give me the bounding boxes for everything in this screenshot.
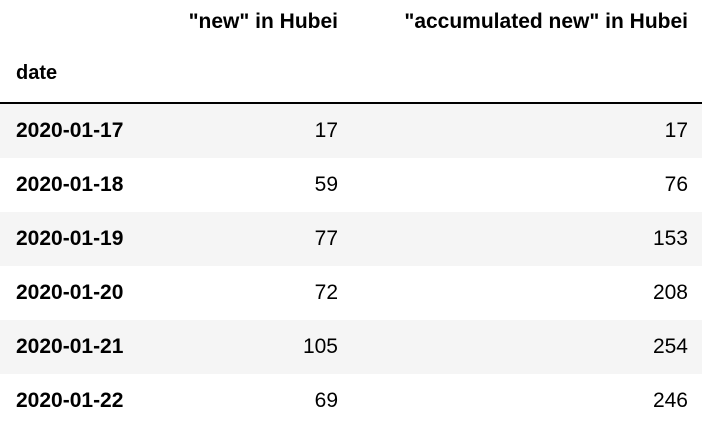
cell-new: 69 [155,374,345,428]
table-row: 2020-01-22 69 246 [0,374,702,428]
cell-new: 59 [155,158,345,212]
cell-new: 77 [155,212,345,266]
table-row: 2020-01-18 59 76 [0,158,702,212]
column-header-new: "new" in Hubei [188,10,338,33]
row-date: 2020-01-22 [0,374,155,428]
cell-accumulated-new: 153 [345,212,702,266]
table-row: 2020-01-20 72 208 [0,266,702,320]
cell-new: 105 [155,320,345,374]
table-row: 2020-01-17 17 17 [0,103,702,158]
index-header-blank [345,44,702,104]
row-date: 2020-01-17 [0,103,155,158]
header-corner-blank [0,0,155,44]
cell-accumulated-new: 208 [345,266,702,320]
row-date: 2020-01-21 [0,320,155,374]
cell-accumulated-new: 17 [345,103,702,158]
index-name: date [0,44,155,104]
row-date: 2020-01-19 [0,212,155,266]
index-header-row: date [0,44,702,104]
cell-new: 17 [155,103,345,158]
table-header: "new" in Hubei "accumulated new" in Hube… [0,0,702,104]
column-header-row: "new" in Hubei "accumulated new" in Hube… [0,0,702,44]
column-header-accumulated-new: "accumulated new" in Hubei [404,10,688,33]
index-header-blank [155,44,345,104]
cell-new: 72 [155,266,345,320]
table-row: 2020-01-21 105 254 [0,320,702,374]
table-row: 2020-01-19 77 153 [0,212,702,266]
table-body: 2020-01-17 17 17 2020-01-18 59 76 2020-0… [0,103,702,428]
cell-accumulated-new: 254 [345,320,702,374]
cell-accumulated-new: 246 [345,374,702,428]
row-date: 2020-01-18 [0,158,155,212]
row-date: 2020-01-20 [0,266,155,320]
cell-accumulated-new: 76 [345,158,702,212]
